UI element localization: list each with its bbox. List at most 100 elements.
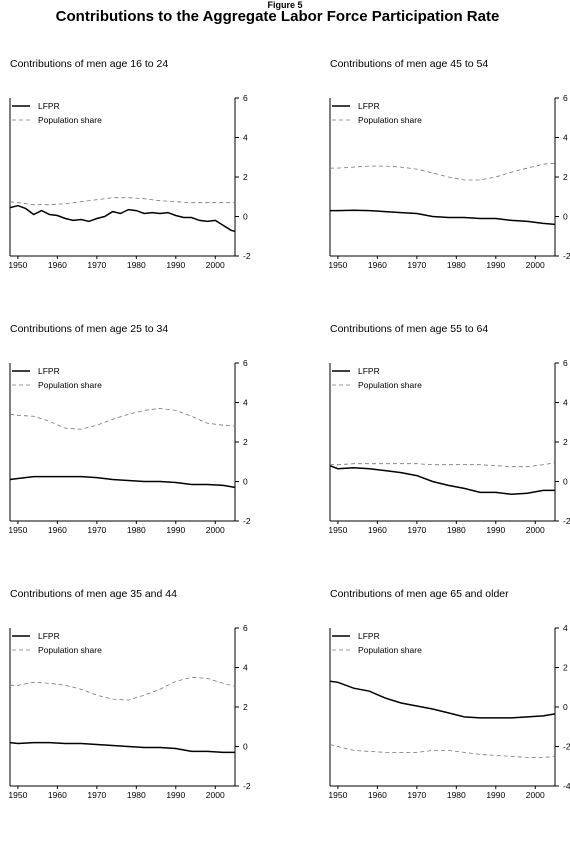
panel-title: Contributions of men age 65 and older xyxy=(330,588,509,600)
legend-label: LFPR xyxy=(358,631,380,641)
chart-plot: -4 -2 0 2 4 1950 1960 1970 1980 1990 2000 LFPR Popul… xyxy=(328,623,570,800)
y-tick-label: 2 xyxy=(243,702,248,712)
x-tick-label: 1950 xyxy=(8,260,27,270)
x-tick-label: 1990 xyxy=(486,790,505,800)
x-tick-label: 1980 xyxy=(127,260,146,270)
x-tick-label: 1970 xyxy=(407,790,426,800)
legend-label: Population share xyxy=(38,645,102,655)
chart-plot: -2 0 2 4 6 1950 1960 1970 1980 1990 2000 LFPR Popula… xyxy=(8,623,251,800)
y-tick-label: 4 xyxy=(243,133,248,143)
legend-label: Population share xyxy=(358,645,422,655)
x-tick-label: 2000 xyxy=(206,790,225,800)
population-share-line xyxy=(330,162,556,181)
chart-plot: -2 0 2 4 6 1950 1960 1970 1980 1990 2000 LFPR Popula… xyxy=(8,358,251,535)
x-tick-label: 1970 xyxy=(87,525,106,535)
y-tick-label: 0 xyxy=(243,477,248,487)
y-tick-label: -2 xyxy=(243,516,251,526)
x-tick-label: 1960 xyxy=(48,790,67,800)
y-tick-label: 4 xyxy=(563,133,568,143)
x-tick-label: 2000 xyxy=(526,260,545,270)
legend-label: LFPR xyxy=(358,366,380,376)
y-tick-label: 4 xyxy=(563,623,568,633)
y-tick-label: 2 xyxy=(563,172,568,182)
x-tick-label: 1990 xyxy=(486,260,505,270)
x-tick-label: 1970 xyxy=(407,525,426,535)
y-tick-label: 0 xyxy=(243,742,248,752)
x-tick-label: 1960 xyxy=(48,260,67,270)
x-tick-label: 2000 xyxy=(206,525,225,535)
population-share-line xyxy=(9,407,236,430)
x-tick-label: 1980 xyxy=(447,525,466,535)
x-tick-label: 1950 xyxy=(328,525,347,535)
lfpr-line xyxy=(329,680,556,719)
y-tick-label: 0 xyxy=(563,702,568,712)
x-tick-label: 1980 xyxy=(447,790,466,800)
x-tick-label: 1960 xyxy=(48,525,67,535)
panel-title: Contributions of men age 25 to 34 xyxy=(10,323,169,335)
x-tick-label: 1960 xyxy=(368,790,387,800)
x-tick-label: 1970 xyxy=(407,260,426,270)
figure-label: Figure 5 xyxy=(267,0,303,10)
chart-plot: -2 0 2 4 6 1950 1960 1970 1980 1990 2000 LFPR Popula… xyxy=(328,358,570,535)
y-tick-label: -2 xyxy=(563,742,570,752)
legend-label: LFPR xyxy=(38,366,60,376)
y-tick-label: -4 xyxy=(563,781,570,791)
chart-panel-men-55-64: Contributions of men age 55 to 64 -2 0 2 4 6… xyxy=(320,323,570,588)
x-tick-label: 2000 xyxy=(526,790,545,800)
population-share-line xyxy=(329,744,556,758)
y-tick-label: 0 xyxy=(563,212,568,222)
y-tick-label: 6 xyxy=(563,358,568,368)
y-tick-label: 2 xyxy=(563,437,568,447)
x-tick-label: 1960 xyxy=(368,260,387,270)
y-tick-label: -2 xyxy=(243,781,251,791)
chart-plot: -2 0 2 4 6 1950 1960 1970 1980 1990 2000 LFPR Popula… xyxy=(328,93,570,270)
legend-label: LFPR xyxy=(358,101,380,111)
lfpr-line xyxy=(330,209,556,226)
panel-title: Contributions of men age 35 and 44 xyxy=(10,588,177,600)
x-tick-label: 1950 xyxy=(8,790,27,800)
legend-label: LFPR xyxy=(38,631,60,641)
panel-title: Contributions of men age 45 to 54 xyxy=(330,58,489,70)
y-tick-label: 0 xyxy=(243,212,248,222)
y-tick-label: -2 xyxy=(563,516,570,526)
lfpr-line xyxy=(329,464,555,496)
x-tick-label: 1950 xyxy=(328,790,347,800)
y-tick-label: 4 xyxy=(243,398,248,408)
y-tick-label: 2 xyxy=(563,663,568,673)
chart-panel-men-65-older: Contributions of men age 65 and older -4… xyxy=(320,588,570,853)
y-tick-label: 2 xyxy=(243,437,248,447)
x-tick-label: 1970 xyxy=(87,790,106,800)
legend-label: Population share xyxy=(38,380,102,390)
x-tick-label: 1960 xyxy=(368,525,387,535)
x-tick-label: 1970 xyxy=(87,260,106,270)
chart-panel-men-45-54: Contributions of men age 45 to 54 -2 0 2 4 6… xyxy=(320,58,570,323)
x-tick-label: 2000 xyxy=(526,525,545,535)
chart-panel-men-25-34: Contributions of men age 25 to 34 -2 0 2 4 6… xyxy=(0,323,285,588)
y-tick-label: 6 xyxy=(243,358,248,368)
x-tick-label: 2000 xyxy=(206,260,225,270)
legend-label: Population share xyxy=(358,380,422,390)
lfpr-line xyxy=(9,475,236,489)
y-tick-label: 6 xyxy=(243,93,248,103)
lfpr-line xyxy=(9,204,236,233)
population-share-line xyxy=(10,676,236,701)
x-tick-label: 1950 xyxy=(328,260,347,270)
population-share-line xyxy=(9,197,235,206)
legend-label: Population share xyxy=(358,115,422,125)
y-tick-label: 4 xyxy=(563,398,568,408)
chart-plot: -2 0 2 4 6 1950 1960 1970 1980 1990 2000 LFPR Popula… xyxy=(8,93,250,270)
population-share-line xyxy=(330,462,556,468)
x-tick-label: 1990 xyxy=(166,525,185,535)
y-tick-label: 6 xyxy=(243,623,248,633)
chart-panel-men-35-44: Contributions of men age 35 and 44 -2 0 2 4… xyxy=(0,588,285,853)
x-tick-label: 1990 xyxy=(166,260,185,270)
legend-label: LFPR xyxy=(38,101,60,111)
y-tick-label: 2 xyxy=(243,172,248,182)
chart-panel-men-16-24: Contributions of men age 16 to 24 -2 0 2 4 6… xyxy=(0,58,285,323)
y-tick-label: 6 xyxy=(563,93,568,103)
panel-title: Contributions of men age 16 to 24 xyxy=(10,58,169,70)
x-tick-label: 1980 xyxy=(127,525,146,535)
panel-title: Contributions of men age 55 to 64 xyxy=(330,323,489,335)
figure-title: Contributions to the Aggregate Labor For… xyxy=(55,8,500,25)
x-tick-label: 1950 xyxy=(8,525,27,535)
